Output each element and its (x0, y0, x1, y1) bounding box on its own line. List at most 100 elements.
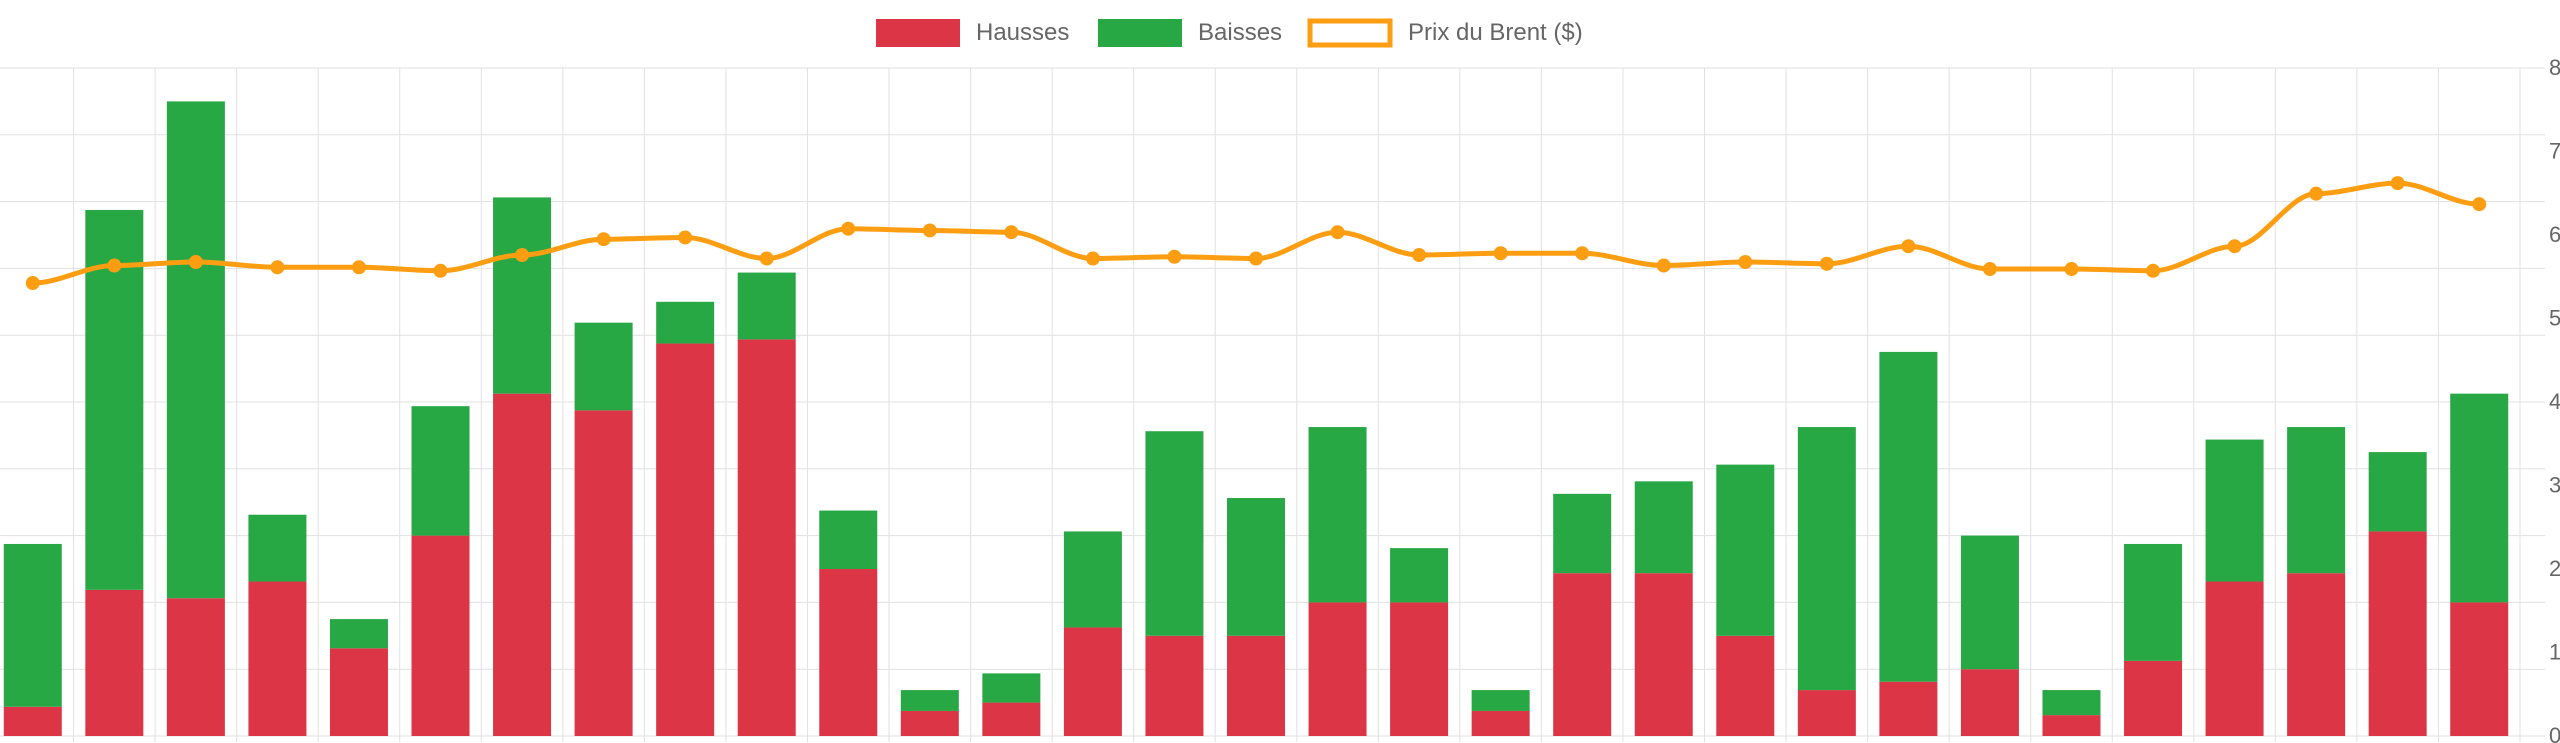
bar-baisses (248, 514, 307, 582)
y-axis-tick-label: 0 (2549, 723, 2560, 743)
bar-hausses (166, 598, 225, 736)
legend-label: Prix du Brent ($) (1408, 19, 1583, 46)
bar-baisses (411, 406, 470, 536)
bar-hausses (2368, 531, 2427, 736)
bar-hausses (1553, 573, 1612, 736)
bar-hausses (1063, 627, 1122, 736)
point-prix-brent (1493, 246, 1508, 261)
bar-hausses (900, 710, 959, 736)
bar-baisses (737, 272, 796, 340)
bar-hausses (85, 589, 144, 736)
y-axis-tick-label: 7 (2549, 139, 2560, 164)
legend-item[interactable]: Prix du Brent ($) (1307, 18, 1583, 48)
bar-series-group (3, 101, 2509, 736)
point-prix-brent (2472, 197, 2487, 212)
point-prix-brent (107, 258, 122, 273)
point-prix-brent (270, 260, 285, 275)
bar-baisses (166, 101, 225, 599)
point-prix-brent (1901, 239, 1916, 254)
bar-baisses (1227, 498, 1285, 636)
bar-hausses (1797, 690, 1856, 736)
bar-hausses (1227, 635, 1285, 736)
point-prix-brent (1167, 249, 1182, 264)
bar-hausses (1145, 635, 1204, 736)
point-prix-brent (759, 251, 774, 266)
bar-hausses (2042, 715, 2101, 736)
legend-item[interactable]: Hausses (876, 19, 1069, 47)
bar-baisses (1553, 493, 1612, 574)
legend-label: Hausses (976, 19, 1069, 46)
y-axis-tick-label: 1 (2549, 640, 2560, 665)
bar-baisses (1879, 351, 1938, 682)
bar-baisses (1145, 431, 1204, 636)
bar-baisses (900, 690, 959, 711)
bar-baisses (656, 301, 715, 344)
point-prix-brent (25, 276, 40, 291)
bar-baisses (1634, 481, 1693, 574)
bar-hausses (1716, 635, 1775, 736)
y-axis-tick-label: 4 (2549, 389, 2560, 414)
point-prix-brent (515, 247, 530, 262)
bar-baisses (1308, 427, 1367, 603)
point-prix-brent (2227, 239, 2242, 254)
bar-hausses (982, 702, 1041, 736)
legend-label: Baisses (1198, 19, 1282, 46)
bar-hausses (574, 410, 633, 736)
point-prix-brent (1982, 262, 1997, 277)
bar-baisses (982, 673, 1041, 703)
point-prix-brent (1004, 225, 1019, 240)
bar-baisses (493, 197, 552, 394)
bar-hausses (1308, 602, 1367, 736)
bar-hausses (1960, 669, 2019, 736)
bar-baisses (1716, 464, 1775, 636)
bar-baisses (2042, 690, 2101, 716)
point-prix-brent (1249, 251, 1263, 266)
bar-hausses (2287, 573, 2346, 736)
point-prix-brent (1412, 247, 1427, 262)
y-axis-tick-label: 8 (2549, 55, 2560, 80)
bar-hausses (411, 535, 470, 736)
point-prix-brent (2390, 176, 2405, 191)
bar-baisses (2287, 427, 2346, 574)
bar-hausses (2450, 602, 2509, 736)
bar-baisses (85, 209, 144, 590)
bar-hausses (1471, 710, 1530, 736)
point-prix-brent (1085, 251, 1100, 266)
bar-hausses (2124, 660, 2183, 736)
point-prix-brent (1819, 256, 1834, 271)
legend-swatch (1098, 19, 1182, 47)
bar-hausses (3, 706, 62, 736)
brent-line-group (25, 176, 2487, 291)
right-axis-ticks: 8 7 6 5 4 3 2 1 0 (2549, 55, 2560, 743)
point-prix-brent (922, 223, 937, 238)
bar-hausses (2205, 581, 2264, 736)
bar-baisses (3, 543, 62, 707)
point-prix-brent (1575, 246, 1590, 261)
bar-hausses (656, 343, 715, 736)
bar-baisses (574, 322, 633, 411)
bar-baisses (1960, 535, 2019, 670)
bar-hausses (493, 393, 552, 736)
bar-baisses (2368, 452, 2427, 532)
point-prix-brent (433, 263, 448, 278)
y-axis-tick-label: 3 (2549, 473, 2560, 498)
bar-baisses (1063, 531, 1122, 628)
bar-hausses (737, 339, 796, 736)
bar-baisses (1471, 690, 1530, 711)
legend-swatch (1307, 18, 1393, 48)
point-prix-brent (2064, 262, 2079, 277)
bar-hausses (329, 648, 388, 736)
point-prix-brent (841, 221, 856, 236)
legend-swatch (876, 19, 960, 47)
point-prix-brent (2146, 263, 2161, 278)
bar-hausses (1390, 602, 1449, 736)
legend-item[interactable]: Baisses (1098, 19, 1282, 47)
bar-baisses (2124, 543, 2183, 661)
point-prix-brent (2309, 186, 2324, 201)
y-axis-tick-label: 5 (2549, 306, 2560, 331)
bar-hausses (1879, 681, 1938, 736)
y-axis-tick-label: 2 (2549, 556, 2560, 581)
point-prix-brent (596, 232, 611, 247)
bar-baisses (1797, 427, 1856, 691)
